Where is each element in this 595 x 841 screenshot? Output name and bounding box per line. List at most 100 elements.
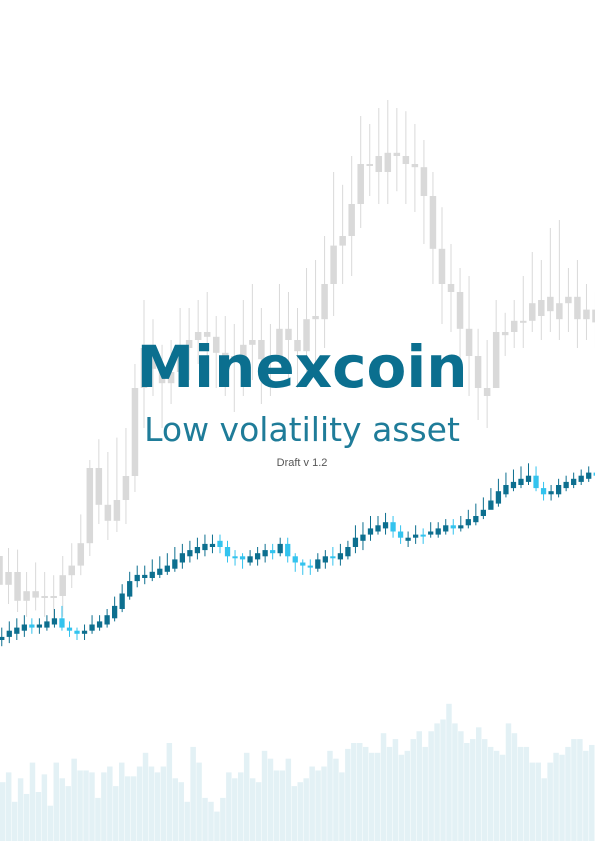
- candle-body: [59, 575, 66, 596]
- volume-bar: [523, 746, 530, 841]
- volume-bar: [107, 766, 113, 841]
- candle-body: [345, 547, 351, 557]
- candle-body: [167, 372, 175, 384]
- volume-bar: [422, 746, 428, 841]
- candle-body: [465, 328, 473, 356]
- candle-body: [285, 328, 292, 340]
- candle-body: [149, 348, 157, 369]
- candle-body: [574, 296, 581, 320]
- candle-body: [0, 556, 3, 585]
- candle-body: [405, 537, 411, 541]
- candle-body: [443, 525, 449, 532]
- volume-bar: [101, 772, 107, 841]
- candle-body: [483, 388, 491, 396]
- volume-bar: [238, 772, 244, 841]
- volume-bar: [559, 754, 565, 841]
- grey-candlestick-series: [0, 100, 595, 620]
- candle-body: [249, 340, 256, 345]
- candle-body: [492, 332, 500, 388]
- volume-bar: [226, 772, 232, 841]
- candle-body: [86, 468, 94, 544]
- volume-bar: [130, 776, 137, 841]
- candle-body: [157, 568, 163, 575]
- candle-body: [360, 534, 366, 541]
- candle-body: [222, 352, 229, 356]
- candle-body: [367, 528, 374, 535]
- candle-body: [518, 478, 524, 485]
- candle-body: [112, 605, 118, 619]
- volume-bar: [362, 746, 369, 841]
- volume-bar: [505, 723, 512, 841]
- candle-body: [104, 504, 112, 521]
- volume-bar: [499, 754, 506, 841]
- candle-body: [21, 624, 27, 631]
- candle-body: [74, 630, 80, 634]
- volume-bar: [386, 746, 393, 841]
- candle-body: [270, 550, 276, 554]
- volume-bar: [416, 731, 422, 841]
- volume-bar: [345, 748, 351, 841]
- volume-bar: [428, 731, 434, 841]
- candle-body: [375, 525, 381, 532]
- volume-bar: [535, 762, 541, 841]
- candle-body: [435, 528, 441, 535]
- candle-body: [217, 540, 223, 547]
- candle-body: [352, 537, 359, 547]
- volume-bar: [77, 770, 83, 841]
- candle-body: [36, 624, 43, 628]
- volume-bar: [297, 782, 303, 841]
- candle-body: [480, 509, 486, 516]
- candle-body: [429, 196, 437, 249]
- volume-bar: [589, 744, 595, 841]
- volume-bar: [529, 762, 536, 841]
- volume-bar: [285, 758, 292, 841]
- candle-body: [556, 303, 563, 320]
- volume-bar: [279, 770, 286, 841]
- candle-body: [402, 156, 410, 164]
- volume-bar: [571, 739, 577, 841]
- candle-body: [258, 340, 265, 360]
- candle-body: [510, 481, 517, 489]
- candle-body: [176, 348, 184, 372]
- candle-body: [397, 531, 404, 538]
- volume-bar: [83, 770, 89, 841]
- volume-bar: [541, 778, 547, 841]
- candle-body: [501, 332, 509, 336]
- volume-bar: [208, 801, 214, 841]
- candle-body: [23, 591, 30, 601]
- candle-body: [495, 491, 502, 504]
- candle-body: [292, 556, 298, 563]
- volume-bar: [333, 758, 339, 841]
- volume-bar: [464, 743, 470, 841]
- candle-body: [44, 621, 50, 628]
- candle-body: [50, 596, 57, 598]
- candle-body: [465, 519, 471, 526]
- volume-bar: [148, 766, 155, 841]
- candle-body: [330, 556, 336, 559]
- candle-body: [473, 516, 479, 523]
- volume-bar: [232, 778, 238, 841]
- volume-bar: [321, 766, 327, 841]
- volume-bar: [398, 754, 405, 841]
- candle-body: [14, 627, 20, 634]
- volume-bar: [29, 762, 36, 841]
- candle-body: [428, 531, 434, 535]
- candle-body: [330, 245, 337, 284]
- candle-body: [77, 543, 85, 566]
- volume-bar: [89, 772, 95, 841]
- candle-body: [586, 472, 592, 479]
- candle-body: [592, 309, 595, 323]
- candle-body: [104, 615, 110, 625]
- volume-bar: [11, 801, 18, 841]
- volume-bar: [392, 739, 399, 841]
- cover-title: Minexcoin: [136, 333, 468, 401]
- candle-body: [315, 559, 321, 569]
- candle-body: [5, 572, 12, 585]
- volume-bar: [452, 723, 458, 841]
- volume-bar: [178, 782, 184, 841]
- candle-body: [140, 348, 148, 388]
- volume-bar: [59, 778, 65, 841]
- candle-body: [488, 500, 494, 510]
- candle-body: [510, 320, 518, 332]
- volume-bar: [440, 719, 446, 841]
